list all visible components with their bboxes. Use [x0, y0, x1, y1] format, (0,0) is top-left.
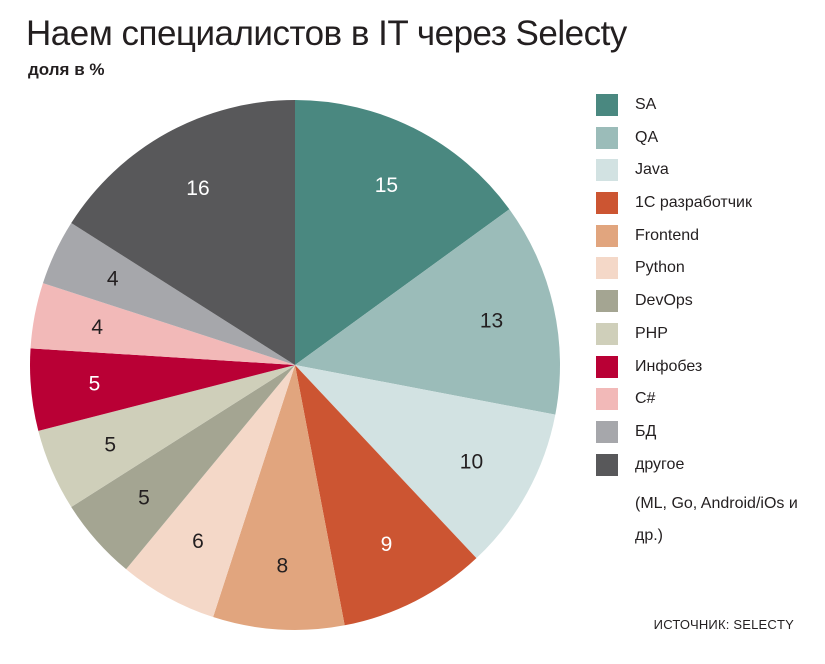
pie-slice-9 — [30, 283, 295, 365]
pie-slice-8 — [29, 348, 295, 431]
pie-slice-1 — [295, 209, 560, 415]
pie-slice-value-0: 15 — [375, 174, 398, 197]
legend-swatch-8 — [596, 355, 618, 378]
pie-slice-value-6: 5 — [138, 487, 150, 510]
chart-title: Наем специалистов в IT через Selecty — [26, 14, 627, 53]
legend-label-10: БД — [635, 422, 657, 440]
legend-label-1: QA — [635, 128, 659, 146]
pie-slice-3 — [295, 365, 477, 626]
legend-swatch-0 — [596, 94, 618, 116]
legend-label-3: 1С разработчик — [635, 194, 752, 212]
legend-label-4: Frontend — [635, 226, 700, 244]
legend-item-10: БД — [596, 420, 821, 454]
pie-slice-2 — [295, 365, 556, 559]
source-note: ИСТОЧНИК: SELECTY — [653, 617, 794, 632]
pie-slice-value-4: 8 — [277, 555, 289, 578]
legend-item-7: PHP — [596, 322, 821, 356]
pie-slice-value-10: 4 — [107, 268, 119, 291]
pie-slice-value-11: 16 — [186, 177, 209, 200]
legend-swatch-5 — [596, 257, 618, 280]
pie-slice-10 — [42, 223, 295, 365]
legend-swatch-3 — [596, 192, 618, 215]
pie-slice-value-2: 10 — [460, 451, 483, 474]
legend: SA QA Java 1С разработчик Frontend Python DevO… — [596, 94, 821, 486]
legend-note-other: (ML, Go, Android/iOs и др.) — [635, 495, 798, 544]
pie-slice-value-3: 9 — [381, 533, 393, 556]
pie-slice-5 — [126, 365, 295, 618]
legend-swatch-4 — [596, 224, 618, 247]
legend-item-9: C# — [596, 388, 821, 421]
legend-swatch-10 — [596, 420, 618, 443]
legend-swatch-7 — [596, 322, 618, 345]
pie-slice-6 — [71, 365, 295, 570]
pie-slice-value-9: 4 — [91, 316, 103, 339]
pie-slice-7 — [38, 365, 295, 507]
legend-label-6: DevOps — [635, 292, 693, 310]
pie-slice-value-8: 5 — [89, 372, 101, 395]
legend-label-0: SA — [635, 96, 657, 113]
pie-slice-11 — [71, 100, 295, 365]
pie-slice-0 — [295, 100, 510, 365]
legend-label-8: Инфобез — [635, 357, 703, 375]
legend-item-2: Java — [596, 159, 821, 192]
legend-item-5: Python — [596, 257, 821, 290]
legend-label-9: C# — [635, 390, 656, 408]
legend-swatch-6 — [596, 290, 618, 313]
legend-item-11: другое — [596, 453, 821, 487]
pie-slice-value-7: 5 — [104, 433, 116, 456]
legend-swatch-1 — [596, 126, 618, 149]
legend-swatch-9 — [596, 388, 618, 411]
legend-label-11: другое — [635, 455, 685, 473]
legend-item-1: QA — [596, 126, 821, 160]
legend-item-0: SA — [596, 94, 821, 127]
legend-label-2: Java — [635, 161, 669, 179]
legend-swatch-11 — [596, 453, 618, 476]
legend-label-7: PHP — [635, 324, 668, 342]
legend-item-8: Инфобез — [596, 355, 821, 389]
chart-subtitle: доля в % — [28, 60, 105, 79]
legend-swatch-2 — [596, 159, 618, 182]
pie-slice-value-1: 13 — [480, 310, 503, 333]
legend-item-4: Frontend — [596, 224, 821, 258]
pie-slice-value-5: 6 — [192, 530, 204, 553]
legend-label-5: Python — [635, 259, 685, 277]
pie-slice-4 — [213, 365, 345, 630]
legend-item-3: 1С разработчик — [596, 192, 821, 225]
legend-item-6: DevOps — [596, 290, 821, 323]
